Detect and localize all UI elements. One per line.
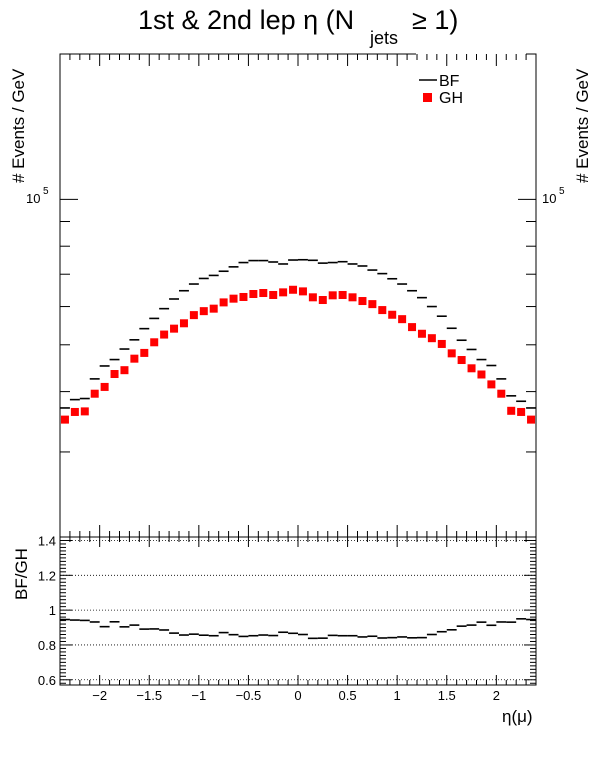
title-tail: ≥ 1) [412,5,458,35]
x-tick-label: 1.5 [438,688,456,703]
top-axis-ticks [59,53,537,538]
ratio-axis-ticks [59,536,537,685]
y-tick-label-left: 10 5 [26,186,49,206]
y-tick-label-right: 10 5 [542,186,565,206]
gh-point [130,354,139,363]
y-tick-base-right: 10 [542,191,556,206]
title-main: 1st & 2nd lep η (N [138,5,354,35]
gh-point [229,294,238,303]
title-subscript: jets [369,28,398,48]
gh-point [120,366,129,375]
gh-point [259,289,268,298]
gh-point [209,304,218,313]
gh-point [249,289,258,298]
gh-point [467,364,476,373]
gh-point [378,306,387,315]
x-tick-label: −1.5 [136,688,162,703]
legend-header-mask [416,40,536,56]
gh-point [348,293,357,302]
x-tick-label: −2 [92,688,107,703]
series-ratio-markers [60,618,536,640]
y-axis-label-right: # Events / GeV [573,68,592,183]
x-tick-label: 0.5 [339,688,357,703]
gh-point [447,349,456,358]
gh-point [279,288,288,297]
gh-point [269,290,278,299]
gh-point [60,415,69,424]
gh-point [219,298,228,307]
gh-point [497,389,506,398]
legend-gh-marker [423,93,432,102]
gh-point [368,300,377,309]
gh-point [477,370,486,379]
ratio-y-tick-label: 1.4 [38,533,56,548]
gh-point [487,380,496,389]
gh-point [199,307,208,316]
x-tick-label: 2 [493,688,500,703]
gh-point [517,407,526,416]
gh-point [457,356,466,365]
gh-point [328,291,337,300]
gh-point [427,334,436,343]
gh-point [150,338,159,347]
gh-point [408,323,417,332]
gh-point [507,406,516,415]
gh-point [388,310,397,319]
gh-point [80,407,89,416]
ratio-y-tick-label: 0.6 [38,673,56,688]
y-axis-label-left: # Events / GeV [9,68,28,183]
ratio-panel: BF/GH η(μ) −2 −1.5 −1 −0.5 0 0.5 1 1.5 2 0.6 0.8 1 1… [12,533,537,726]
y-tick-exponent-right: 5 [559,186,565,197]
gh-point [70,407,79,416]
top-panel: # Events / GeV # Events / GeV 10 5 10 5 … [9,40,592,538]
gh-point [100,382,109,391]
ratio-y-tick-label: 1 [49,603,56,618]
gh-point [298,287,307,296]
gh-point [338,290,347,299]
legend: BF GH [419,73,463,107]
ratio-y-tick-label: 0.8 [38,638,56,653]
gh-point [417,329,426,338]
legend-gh-label: GH [439,90,463,107]
gh-point [189,311,198,320]
y-tick-base-left: 10 [26,191,40,206]
x-tick-label: −0.5 [236,688,262,703]
gh-point [170,324,179,333]
x-tick-label: 0 [294,688,301,703]
series-gh-markers [60,285,536,424]
gh-point [110,370,119,379]
gh-point [308,293,317,302]
gh-point [398,315,407,324]
ratio-y-tick-label: 1.2 [38,568,56,583]
legend-bf-label: BF [439,73,460,90]
gh-point [527,415,536,424]
x-axis-label: η(μ) [502,707,533,726]
gh-point [140,348,149,357]
x-tick-label: −1 [191,688,206,703]
gh-point [289,285,298,294]
gh-point [90,389,99,398]
ratio-tick-labels: −2 −1.5 −1 −0.5 0 0.5 1 1.5 2 0.6 0.8 1 1.2 1.4 [38,533,500,703]
gh-point [318,296,327,305]
y-tick-exponent-left: 5 [43,186,49,197]
series-bf-markers [60,258,536,409]
gh-point [358,297,367,306]
gh-point [437,339,446,348]
chart-title: 1st & 2nd lep η (N jets ≥ 1) [138,5,458,48]
x-tick-label: 1 [394,688,401,703]
gh-point [179,319,188,328]
gh-point [160,330,169,339]
gh-point [239,292,248,301]
ratio-y-axis-label: BF/GH [12,548,31,600]
